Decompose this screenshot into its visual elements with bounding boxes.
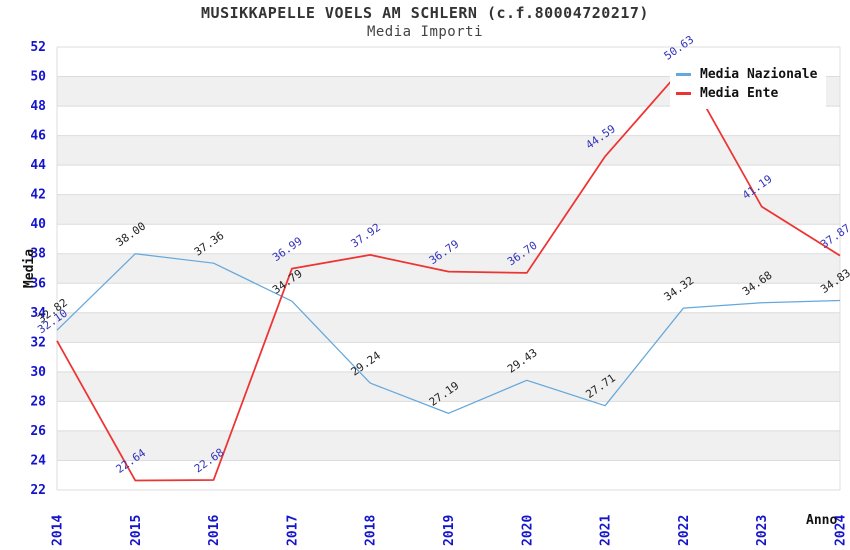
y-axis-tick-label: 42: [30, 188, 46, 203]
x-axis-tick-label: 2016: [207, 515, 222, 546]
plot-band: [57, 460, 840, 490]
y-axis-title: Media: [22, 249, 37, 288]
x-axis-tick-label: 2023: [755, 515, 770, 546]
x-axis-tick-label: 2022: [677, 515, 692, 546]
x-axis-tick-label: 2015: [129, 515, 144, 546]
y-axis-tick-label: 50: [30, 70, 46, 85]
x-axis-tick-label: 2019: [442, 515, 457, 546]
legend-item-media-ente: Media Ente: [676, 84, 818, 103]
y-axis-tick-label: 40: [30, 217, 46, 232]
plot-band: [57, 224, 840, 254]
plot-band: [57, 135, 840, 166]
y-axis-tick-label: 26: [30, 424, 46, 439]
y-axis-tick-label: 32: [30, 335, 46, 350]
plot-band: [57, 430, 840, 461]
plot-band: [57, 106, 840, 136]
plot-band: [57, 371, 840, 402]
y-axis-tick-label: 36: [30, 276, 46, 291]
series-line-media-nazionale: [56, 253, 841, 414]
plot-band: [57, 165, 840, 195]
chart-subtitle: Media Importi: [366, 24, 484, 40]
x-axis-tick-label: 2024: [834, 515, 849, 546]
y-axis-tick-label: 52: [30, 40, 46, 55]
plot-band: [57, 253, 840, 284]
x-axis-tick-label: 2018: [364, 515, 379, 546]
x-axis-tick-label: 2014: [51, 515, 66, 546]
x-axis-tick-label: 2021: [599, 515, 614, 546]
legend-label-media-nazionale: Media Nazionale: [700, 67, 818, 82]
y-axis-tick-label: 38: [30, 247, 46, 262]
plot-band: [57, 312, 840, 343]
legend-label-media-ente: Media Ente: [700, 86, 779, 101]
chart-title: MUSIKKAPELLE VOELS AM SCHLERN (c.f.80004…: [201, 4, 649, 22]
x-axis-title: Anno: [806, 513, 837, 528]
y-axis-tick-label: 24: [30, 453, 46, 468]
y-axis-tick-label: 28: [30, 394, 46, 409]
chart-legend: Media Nazionale Media Ente: [670, 60, 826, 109]
legend-item-media-nazionale: Media Nazionale: [676, 65, 818, 84]
plot-band: [57, 401, 840, 431]
y-axis-tick-label: 44: [30, 158, 46, 173]
x-axis-tick-label: 2020: [520, 515, 535, 546]
y-axis-tick-label: 48: [30, 99, 46, 114]
plot-band: [57, 194, 840, 225]
x-axis-tick-label: 2017: [285, 515, 300, 546]
plot-band: [57, 342, 840, 372]
y-axis-tick-label: 46: [30, 129, 46, 144]
media-nazionale-line-swatch: [676, 73, 691, 76]
y-axis-tick-label: 22: [30, 483, 46, 498]
series-line-media-ente: [56, 66, 841, 482]
plot-band: [57, 283, 840, 313]
y-axis-tick-label: 34: [30, 306, 46, 321]
media-ente-line-swatch: [676, 92, 691, 95]
y-axis-tick-label: 30: [30, 365, 46, 380]
